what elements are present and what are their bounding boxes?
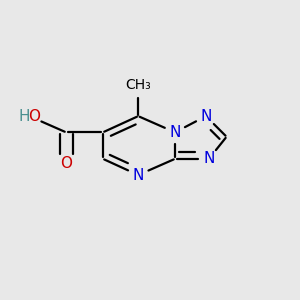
Text: N: N [133, 167, 144, 182]
Text: CH₃: CH₃ [125, 78, 151, 92]
Text: H: H [18, 109, 30, 124]
Text: O: O [60, 156, 72, 171]
Text: N: N [169, 125, 181, 140]
Text: O: O [28, 109, 40, 124]
Text: N: N [203, 151, 214, 166]
Text: N: N [200, 109, 211, 124]
